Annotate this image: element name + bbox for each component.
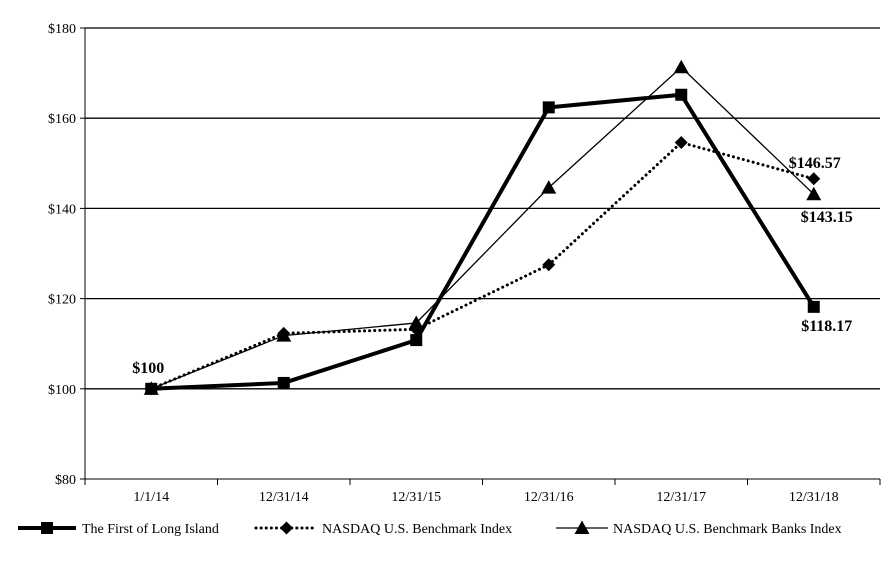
square-marker: [542, 101, 555, 114]
annotation-label: $118.17: [801, 318, 852, 335]
legend-item: NASDAQ U.S. Benchmark Banks Index: [556, 520, 842, 537]
annotations: $100 $146.57 $143.15 $118.17: [132, 155, 853, 377]
series-lines: [149, 66, 816, 391]
legend-item: The First of Long Island: [18, 522, 219, 537]
x-tick-label: 1/1/14: [133, 490, 169, 505]
diamond-marker: [807, 172, 821, 186]
square-marker: [410, 334, 423, 347]
axes: [80, 27, 881, 485]
triangle-marker: [574, 520, 590, 534]
series-line-3: [151, 66, 815, 390]
x-tick-label: 12/31/18: [789, 490, 839, 505]
x-tick-label: 12/31/15: [391, 490, 441, 505]
y-tick-label: $140: [48, 202, 76, 217]
diamond-marker: [280, 521, 293, 535]
x-tick-labels: 1/1/14 12/31/14 12/31/15 12/31/16 12/31/17 12…: [133, 490, 838, 505]
legend-label: The First of Long Island: [82, 522, 219, 537]
series-markers: [143, 59, 822, 396]
square-marker: [41, 522, 53, 534]
x-tick-label: 12/31/17: [656, 490, 706, 505]
square-marker: [277, 376, 290, 389]
grid-lines: [85, 27, 880, 390]
legend: The First of Long Island NASDAQ U.S. Benc…: [18, 520, 842, 537]
x-tick-label: 12/31/14: [259, 490, 309, 505]
annotation-label: $143.15: [801, 209, 853, 226]
y-tick-label: $100: [48, 383, 76, 398]
triangle-marker: [541, 180, 557, 194]
series-line-2: [149, 140, 816, 391]
annotation-label: $100: [132, 360, 164, 377]
legend-label: NASDAQ U.S. Benchmark Banks Index: [613, 522, 842, 537]
y-tick-label: $180: [48, 22, 76, 37]
triangle-marker: [806, 186, 822, 201]
y-tick-label: $160: [48, 112, 76, 127]
diamond-marker: [409, 322, 423, 336]
square-marker: [145, 382, 158, 395]
diamond-marker: [277, 326, 291, 340]
square-marker: [807, 300, 820, 313]
legend-label: NASDAQ U.S. Benchmark Index: [322, 522, 512, 537]
diamond-marker: [542, 258, 556, 272]
triangle-marker: [673, 59, 689, 74]
y-tick-label: $80: [55, 473, 76, 488]
x-tick-label: 12/31/16: [524, 490, 574, 505]
y-tick-labels: $80 $100 $120 $140 $160 $180: [48, 22, 76, 488]
series-line-1: [151, 92, 816, 391]
square-marker: [675, 88, 688, 101]
y-tick-label: $120: [48, 293, 76, 308]
annotation-label: $146.57: [789, 155, 841, 172]
legend-item: NASDAQ U.S. Benchmark Index: [254, 521, 512, 537]
diamond-marker: [674, 136, 688, 150]
triangle-marker: [408, 315, 424, 329]
